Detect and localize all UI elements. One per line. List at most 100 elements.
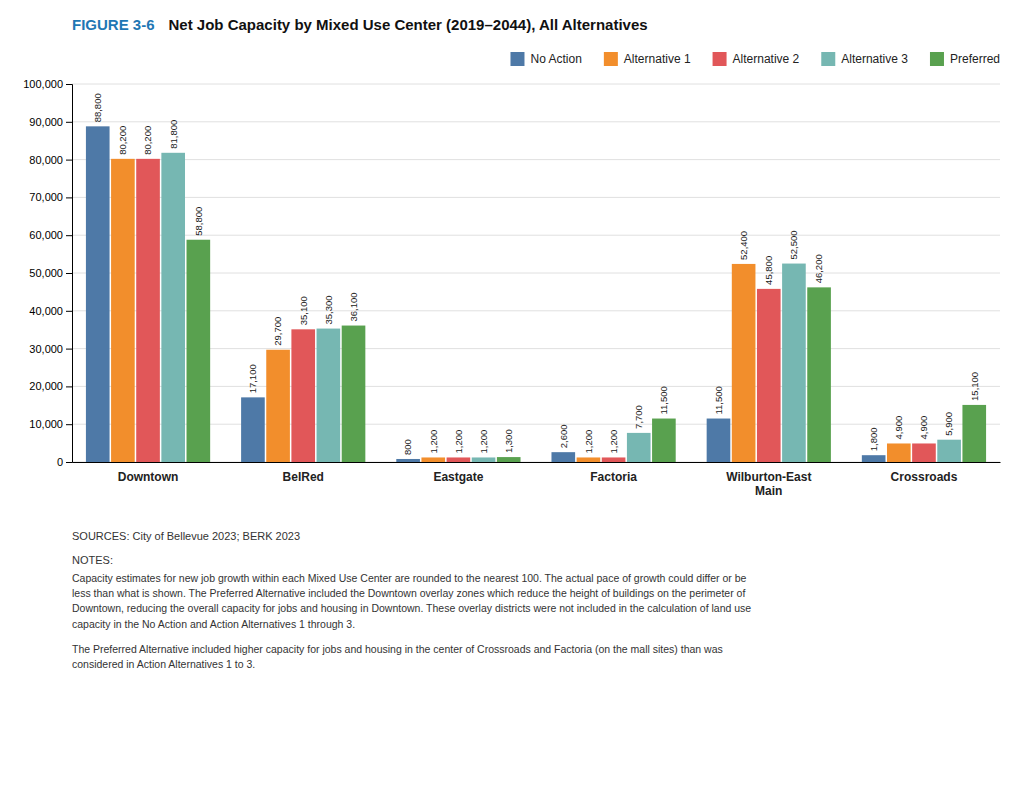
tick-label: BelRed: [283, 470, 324, 484]
data-label: 45,800: [763, 256, 774, 285]
data-label: 7,700: [633, 405, 644, 429]
bar: [266, 350, 290, 462]
bar: [912, 443, 936, 462]
grid-line: [72, 84, 1000, 85]
annotation-line: The Preferred Alternative included highe…: [72, 643, 723, 655]
data-label: 15,100: [969, 372, 980, 401]
axis-line: [66, 85, 73, 463]
tick-label: 10,000: [29, 418, 63, 430]
bar: [342, 326, 366, 462]
tick-mark: [66, 160, 72, 161]
legend-item: No Action: [510, 52, 581, 66]
data-label: 46,200: [813, 254, 824, 283]
data-label: 35,300: [323, 296, 334, 325]
annotation-line: SOURCES: City of Bellevue 2023; BERK 202…: [72, 530, 300, 542]
legend-item: Alternative 3: [821, 52, 908, 66]
tick-label-line: Crossroads: [891, 470, 958, 484]
data-label: 11,500: [658, 386, 669, 414]
data-label: 81,800: [168, 120, 179, 149]
bar: [447, 457, 471, 462]
tick-label-line: Downtown: [118, 470, 179, 484]
legend-label: No Action: [530, 52, 581, 66]
tick-mark: [66, 273, 72, 274]
data-label: 52,400: [738, 231, 749, 260]
legend-label: Preferred: [950, 52, 1000, 66]
tick-label-line: BelRed: [283, 470, 324, 484]
bar: [136, 159, 160, 462]
x-tick: BelRed: [283, 470, 324, 484]
bar-series: [136, 159, 936, 462]
annotation: The Preferred Alternative included highe…: [72, 643, 723, 670]
bar: [86, 126, 110, 462]
legend: No Action Alternative 1 Alternative 2 Alter…: [510, 52, 1000, 66]
legend-swatch: [930, 52, 944, 66]
y-tick: 40,000: [29, 305, 72, 317]
x-tick: Eastgate: [433, 470, 483, 484]
bar: [732, 264, 756, 462]
bar: [472, 457, 496, 462]
data-label: 80,200: [117, 126, 128, 155]
bar: [707, 419, 731, 462]
bar: [291, 329, 315, 462]
annotation: NOTES:: [72, 554, 113, 566]
data-labels: 88,80017,1008002,60011,5001,80080,20029,…: [92, 93, 980, 455]
tick-label-line: Main: [755, 484, 782, 498]
bar: [937, 440, 961, 462]
annotation-line: Downtown, reducing the overall capacity …: [72, 602, 751, 614]
data-label: 4,900: [893, 416, 904, 440]
bar: [421, 457, 445, 462]
tick-mark: [66, 122, 72, 123]
bar-series: [86, 126, 886, 462]
grid-line: [72, 121, 1000, 122]
data-label: 4,900: [918, 416, 929, 440]
data-label: 29,700: [272, 317, 283, 346]
bar-series: [161, 153, 961, 462]
grid-line: [72, 235, 1000, 236]
y-tick: 10,000: [29, 418, 72, 430]
legend-item: Preferred: [930, 52, 1000, 66]
grid-line: [72, 462, 1000, 463]
annotation: Capacity estimates for new job growth wi…: [72, 572, 751, 630]
bar: [887, 443, 911, 462]
data-label: 88,800: [92, 93, 103, 122]
legend-label: Alternative 3: [841, 52, 908, 66]
legend-swatch: [604, 52, 618, 66]
tick-mark: [66, 311, 72, 312]
title: Net Job Capacity by Mixed Use Center (20…: [169, 16, 648, 33]
grid: [72, 84, 1000, 462]
legend-label: Alternative 1: [624, 52, 691, 66]
tick-label: 30,000: [29, 343, 63, 355]
bar: [317, 329, 341, 462]
tick-label: 40,000: [29, 305, 63, 317]
notes: SOURCES: City of Bellevue 2023; BERK 202…: [72, 530, 751, 670]
grid-line: [72, 310, 1000, 311]
tick-label: Factoria: [590, 470, 637, 484]
annotation-line: considered in Action Alternatives 1 to 3…: [72, 658, 255, 670]
tick-label: Eastgate: [433, 470, 483, 484]
tick-label: Downtown: [118, 470, 179, 484]
y-tick: 90,000: [29, 116, 72, 128]
tick-label: Crossroads: [891, 470, 958, 484]
tick-label: 90,000: [29, 116, 63, 128]
data-label: 800: [402, 439, 413, 455]
data-label: 5,900: [943, 412, 954, 436]
bar: [161, 153, 185, 462]
legend-swatch: [821, 52, 835, 66]
grid-line: [72, 348, 1000, 349]
y-tick: 20,000: [29, 380, 72, 392]
grid-line: [72, 273, 1000, 274]
y-tick: 60,000: [29, 229, 72, 241]
tick-label: 80,000: [29, 154, 63, 166]
tick-label: 50,000: [29, 267, 63, 279]
data-label: 11,500: [713, 386, 724, 414]
title-group: FIGURE 3-6Net Job Capacity by Mixed Use …: [72, 16, 648, 33]
chart: FIGURE 3-6Net Job Capacity by Mixed Use …: [0, 0, 1024, 797]
tick-label: 100,000: [23, 78, 63, 90]
tick-label: 20,000: [29, 380, 63, 392]
bar: [782, 264, 806, 462]
bar: [396, 459, 420, 462]
legend-item: Alternative 1: [604, 52, 691, 66]
data-label: 1,800: [868, 427, 879, 451]
tick-mark: [66, 235, 72, 236]
legend-item: Alternative 2: [713, 52, 800, 66]
